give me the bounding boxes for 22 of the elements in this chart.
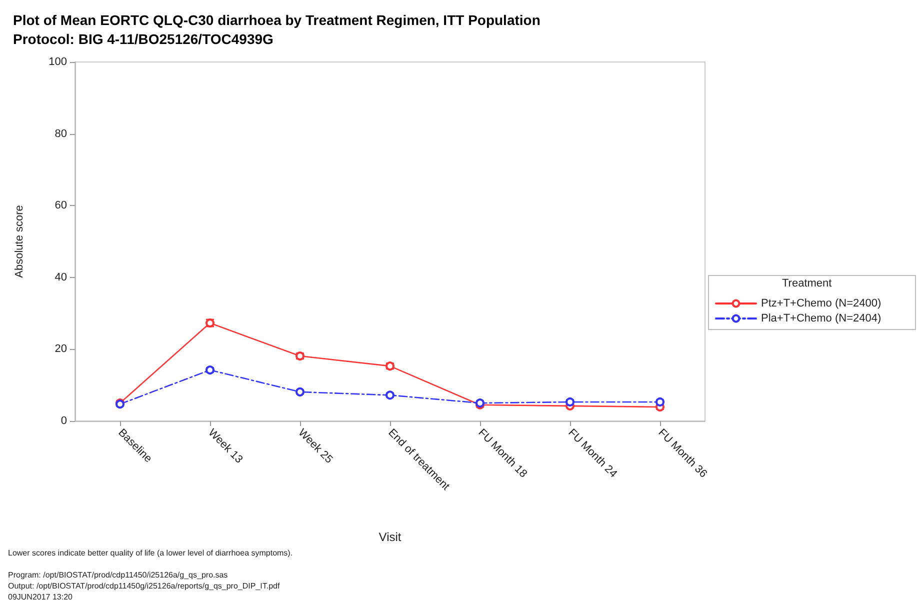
- text: Program: /opt/BIOSTAT/prod/cdp11450/i25126a/g_qs_pro.sas: [8, 570, 228, 580]
- y-tick-label: 0: [60, 415, 67, 427]
- point: [566, 397, 574, 406]
- point: [656, 397, 664, 406]
- text: Output: /opt/BIOSTAT/prod/cdp11450g/i25126a/reports/g_qs_pro_DIP_IT.pdf: [8, 582, 280, 590]
- text: 09JUN2017 13:20: [8, 592, 74, 602]
- y-tick-label: 80: [54, 128, 67, 140]
- y-tick-label: 60: [54, 200, 67, 212]
- legend-label: Pla+T+Chemo (N=2404): [761, 312, 882, 324]
- legend-label: Ptz+T+Chemo (N=2400): [761, 298, 882, 310]
- chart-title: Plot of Mean EORTC QLQ-C30 diarrhoea by Treatment Regimen, ITT Population: [13, 12, 540, 28]
- y-tick-label: 20: [54, 343, 67, 356]
- text: Lower scores indicate better quality of life (a lower level of diarrhoea symptoms).: [8, 548, 293, 558]
- chart-subtitle: Protocol: BIG 4-11/BO25126/TOC4939G: [13, 31, 274, 47]
- y-tick-label: 100: [48, 56, 67, 68]
- point: [206, 366, 214, 375]
- legend-title: Treatment: [782, 278, 832, 290]
- point: [296, 387, 304, 396]
- x-axis-title: Visit: [378, 530, 402, 544]
- y-tick-label: 40: [54, 271, 67, 284]
- y-axis-title: Absolute score: [14, 205, 26, 278]
- point: [386, 390, 394, 400]
